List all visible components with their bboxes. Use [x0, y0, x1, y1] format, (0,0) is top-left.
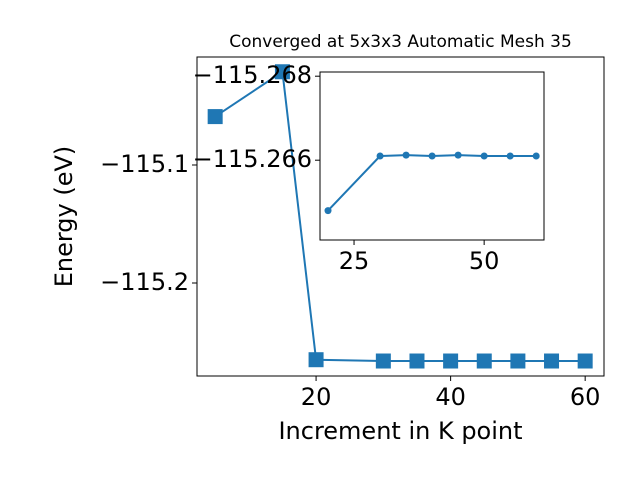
chart-title: Converged at 5x3x3 Automatic Mesh 35: [229, 32, 572, 52]
marker: [428, 152, 436, 160]
marker: [274, 64, 290, 80]
y-tick-label: −115.268: [193, 61, 312, 89]
x-tick-label: 20: [301, 383, 332, 411]
data-line: [214, 70, 586, 363]
marker: [375, 353, 391, 369]
data-line: [327, 154, 537, 212]
y-axis-label: Energy (eV): [50, 146, 78, 288]
marker: [480, 152, 488, 160]
marker: [532, 152, 540, 160]
marker: [207, 109, 223, 125]
marker: [324, 207, 332, 215]
marker: [577, 353, 593, 369]
marker: [402, 151, 410, 159]
marker: [544, 353, 560, 369]
x-tick-label: 50: [469, 247, 500, 275]
x-tick-label: 25: [339, 247, 370, 275]
marker: [506, 152, 514, 160]
marker: [409, 353, 425, 369]
marker: [510, 353, 526, 369]
marker: [308, 352, 324, 368]
marker: [376, 152, 384, 160]
marker: [443, 353, 459, 369]
x-tick-label: 40: [435, 383, 466, 411]
y-tick-label: −115.266: [193, 145, 312, 173]
marker: [454, 151, 462, 159]
marker: [476, 353, 492, 369]
y-tick-label: −115.1: [100, 150, 189, 178]
x-axis-label: Increment in K point: [278, 417, 522, 445]
x-tick-label: 60: [570, 383, 601, 411]
y-tick-label: −115.2: [100, 268, 189, 296]
